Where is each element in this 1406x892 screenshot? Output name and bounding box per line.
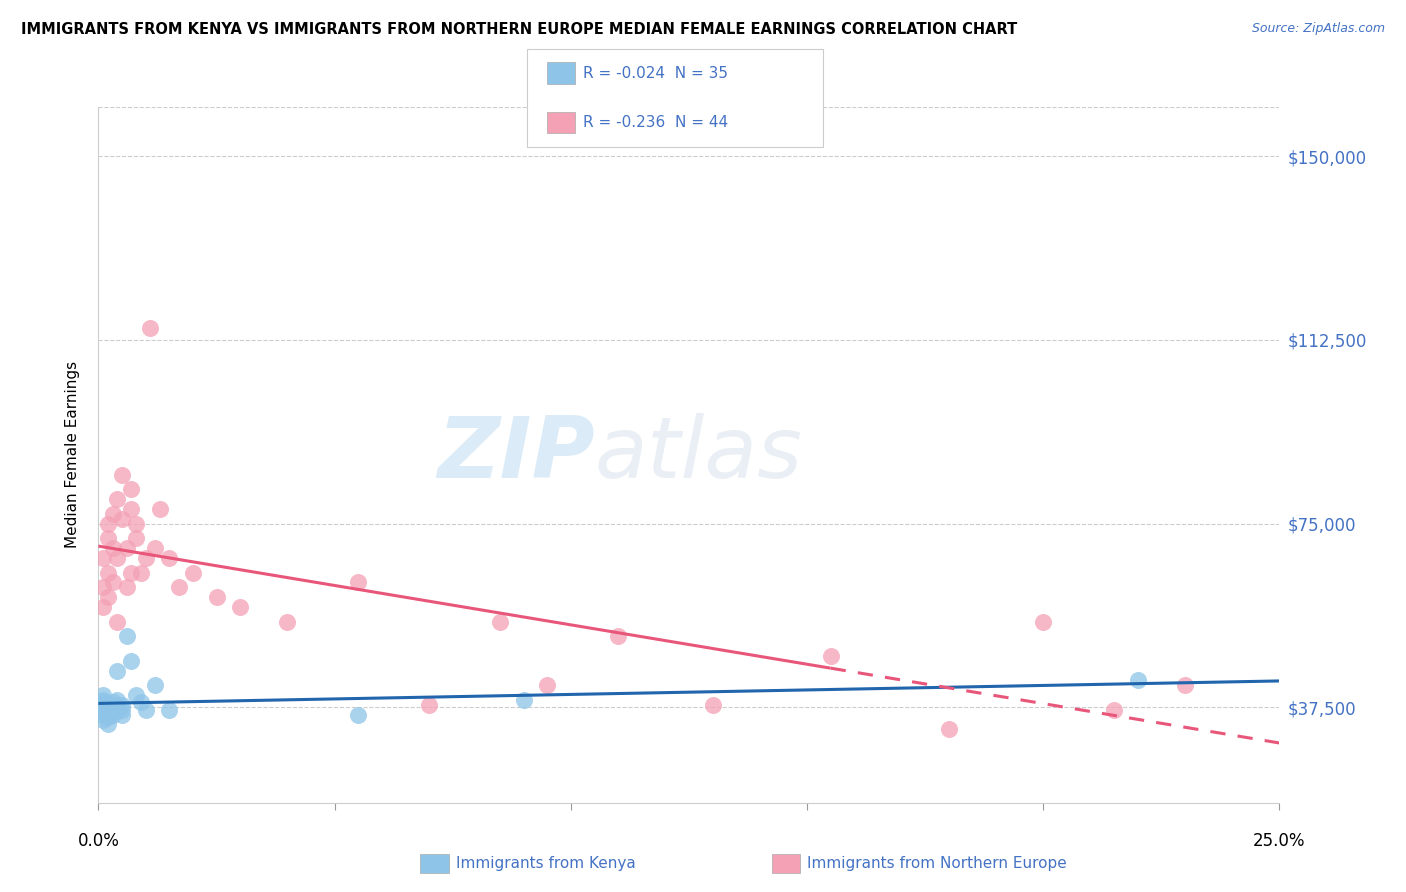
Point <box>1102 703 1125 717</box>
Point <box>97 717 120 731</box>
Point <box>111 511 134 525</box>
Point <box>101 700 124 714</box>
Point <box>105 703 128 717</box>
Text: 25.0%: 25.0% <box>1253 832 1306 850</box>
Point <box>101 703 124 717</box>
Point <box>129 566 152 580</box>
Text: R = -0.024  N = 35: R = -0.024 N = 35 <box>583 66 728 80</box>
Point <box>105 615 128 629</box>
Point <box>181 566 204 580</box>
Point <box>91 707 114 722</box>
Point <box>205 590 228 604</box>
Point <box>111 703 134 717</box>
Point <box>97 703 120 717</box>
Point <box>105 693 128 707</box>
Point <box>105 491 128 506</box>
Point <box>121 654 143 668</box>
Point <box>115 580 138 594</box>
Text: R = -0.236  N = 44: R = -0.236 N = 44 <box>583 115 728 129</box>
Text: ZIP: ZIP <box>437 413 595 497</box>
Point <box>121 566 143 580</box>
Point <box>135 550 157 565</box>
Point <box>149 501 172 516</box>
Point <box>111 467 134 482</box>
Point <box>91 693 114 707</box>
Point <box>91 703 114 717</box>
Point <box>115 629 138 643</box>
Point <box>143 678 166 692</box>
Point <box>111 707 134 722</box>
Point <box>91 688 114 702</box>
Point <box>115 541 138 555</box>
Point <box>91 550 114 565</box>
Point <box>167 580 190 594</box>
Point <box>91 713 114 727</box>
Point <box>512 693 534 707</box>
Point <box>97 705 120 719</box>
Text: Immigrants from Kenya: Immigrants from Kenya <box>456 856 636 871</box>
Point <box>101 575 124 590</box>
Point <box>91 580 114 594</box>
Point <box>97 590 120 604</box>
Point <box>820 648 842 663</box>
Point <box>418 698 440 712</box>
Point <box>125 531 148 545</box>
Point <box>702 698 724 712</box>
Point <box>121 482 143 496</box>
Point <box>347 707 370 722</box>
Point <box>97 531 120 545</box>
Point <box>938 723 960 737</box>
Point <box>101 695 124 709</box>
Point <box>91 700 114 714</box>
Point <box>229 599 252 614</box>
Point <box>101 698 124 712</box>
Point <box>97 516 120 531</box>
Point <box>101 507 124 521</box>
Point <box>101 541 124 555</box>
Point <box>125 516 148 531</box>
Point <box>489 615 512 629</box>
Point <box>91 695 114 709</box>
Point <box>97 698 120 712</box>
Point <box>276 615 298 629</box>
Point <box>347 575 370 590</box>
Text: Source: ZipAtlas.com: Source: ZipAtlas.com <box>1251 22 1385 36</box>
Point <box>139 320 162 334</box>
Point <box>97 710 120 724</box>
Point <box>125 688 148 702</box>
Point <box>157 550 180 565</box>
Point <box>607 629 630 643</box>
Point <box>111 698 134 712</box>
Point <box>105 550 128 565</box>
Point <box>157 703 180 717</box>
Point <box>97 566 120 580</box>
Text: atlas: atlas <box>595 413 803 497</box>
Point <box>101 707 124 722</box>
Point <box>536 678 558 692</box>
Point <box>129 695 152 709</box>
Point <box>105 664 128 678</box>
Text: 0.0%: 0.0% <box>77 832 120 850</box>
Point <box>135 703 157 717</box>
Y-axis label: Median Female Earnings: Median Female Earnings <box>65 361 80 549</box>
Point <box>1174 678 1197 692</box>
Text: IMMIGRANTS FROM KENYA VS IMMIGRANTS FROM NORTHERN EUROPE MEDIAN FEMALE EARNINGS : IMMIGRANTS FROM KENYA VS IMMIGRANTS FROM… <box>21 22 1018 37</box>
Point <box>1126 673 1149 688</box>
Text: Immigrants from Northern Europe: Immigrants from Northern Europe <box>807 856 1067 871</box>
Point <box>97 703 120 717</box>
Point <box>105 700 128 714</box>
Point <box>143 541 166 555</box>
Point <box>1032 615 1054 629</box>
Point <box>121 501 143 516</box>
Point <box>91 599 114 614</box>
